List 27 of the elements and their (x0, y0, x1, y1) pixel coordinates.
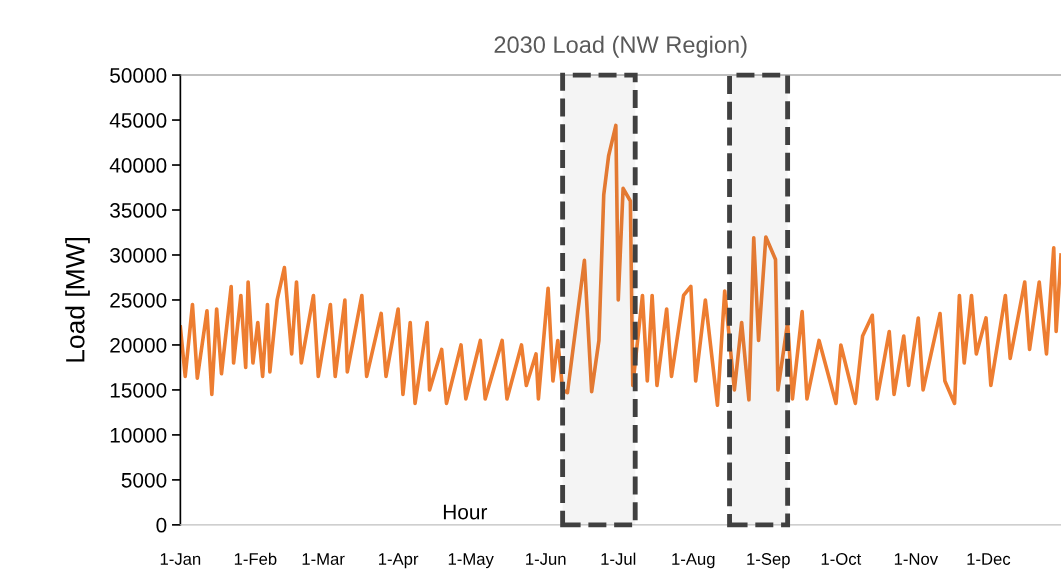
y-tick-label: 5000 (121, 472, 167, 488)
y-tick-label: 0 (156, 517, 167, 533)
y-tick-label: 20000 (110, 337, 167, 353)
x-tick-label: 1-Jan (160, 553, 201, 565)
y-tick-label: 40000 (109, 158, 167, 173)
y-tick-label: 50000 (110, 68, 167, 83)
x-tick-label: 1-Sep (747, 553, 790, 569)
y-tick-label: 25000 (110, 292, 167, 308)
x-tick-label: 1-Jun (526, 553, 566, 565)
y-tick-label: 15000 (110, 382, 167, 398)
y-tick-label: 30000 (110, 247, 167, 263)
y-tick-label: 35000 (110, 203, 167, 218)
x-tick-label: 1-Oct (821, 553, 862, 565)
x-tick-label: 1-Dec (967, 553, 1011, 565)
x-tick-label: 1-Jul (601, 552, 636, 565)
y-tick-label: 45000 (109, 113, 167, 128)
x-tick-label: 1-Feb (234, 552, 277, 565)
x-tick-label: 1-Nov (894, 553, 939, 565)
x-tick-label: 1-Mar (302, 553, 345, 565)
x-axis-title: Hour (443, 504, 488, 520)
chart-title: 2030 Load (NW Region) (494, 35, 747, 58)
y-axis-title: Load [MW] (65, 238, 90, 362)
x-tick-label: 1-Aug (672, 553, 715, 569)
x-tick-label: 1-May (448, 553, 494, 569)
line-series (180, 123, 1061, 408)
x-tick-label: 1-Apr (379, 553, 419, 569)
y-tick-label: 10000 (110, 427, 167, 443)
